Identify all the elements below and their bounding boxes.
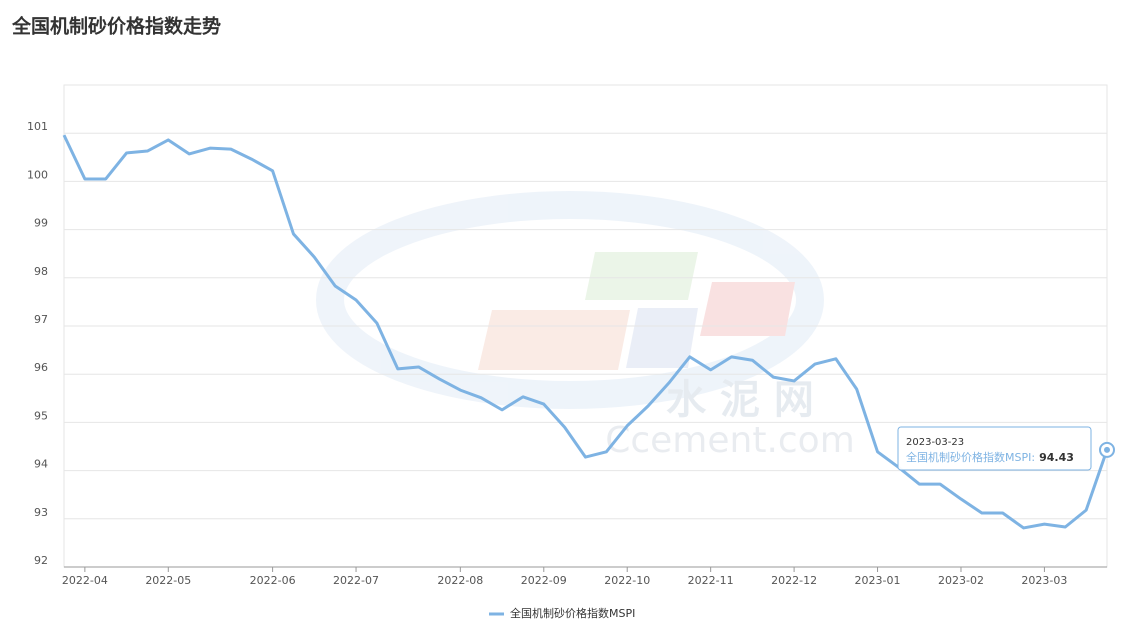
x-tick-label: 2022-08: [437, 574, 483, 587]
x-tick-label: 2022-07: [333, 574, 379, 587]
y-tick-label: 101: [27, 120, 48, 133]
series-line: [62, 134, 1109, 530]
x-tick-label: 2022-12: [771, 574, 817, 587]
watermark: 水 泥 网 Ccement.com: [316, 191, 855, 461]
tooltip-text: 全国机制砂价格指数MSPI:94.43: [906, 450, 1074, 464]
x-tick-label: 2022-11: [688, 574, 734, 587]
watermark-cn: 水 泥 网: [666, 377, 814, 423]
y-tick-label: 100: [27, 168, 48, 181]
x-tick-label: 2023-02: [938, 574, 984, 587]
x-tick-label: 2022-04: [62, 574, 108, 587]
tooltip-value: 94.43: [1039, 451, 1074, 464]
legend-label: 全国机制砂价格指数MSPI: [510, 606, 635, 620]
y-tick-label: 98: [34, 265, 48, 278]
watermark-shape: [478, 310, 630, 370]
watermark-shape: [585, 252, 698, 300]
watermark-shape: [700, 282, 795, 336]
tooltip: 2023-03-23 全国机制砂价格指数MSPI:94.43: [897, 426, 1092, 471]
y-tick-label: 95: [34, 409, 48, 422]
watermark-swoosh: [316, 191, 824, 409]
chart-title: 全国机制砂价格指数走势: [11, 15, 221, 38]
hover-point-dot: [1104, 446, 1110, 453]
y-tick-label: 93: [34, 506, 48, 519]
y-tick-label: 96: [34, 361, 48, 374]
x-tick-label: 2022-10: [604, 574, 650, 587]
tooltip-series: 全国机制砂价格指数MSPI: [906, 450, 1031, 464]
watermark-shape: [626, 308, 698, 368]
tooltip-sep: :: [1031, 451, 1035, 464]
tooltip-box: [897, 426, 1092, 471]
x-tick-label: 2023-03: [1021, 574, 1067, 587]
x-tick-label: 2022-09: [521, 574, 567, 587]
x-tick-label: 2022-06: [250, 574, 296, 587]
watermark-en: Ccement.com: [605, 420, 855, 461]
y-tick-label: 97: [34, 313, 48, 326]
x-tick-label: 2022-05: [145, 574, 191, 587]
y-tick-label: 94: [34, 458, 48, 471]
y-tick-label: 92: [34, 554, 48, 567]
y-tick-label: 99: [34, 217, 48, 230]
tooltip-date: 2023-03-23: [906, 437, 964, 448]
x-tick-label: 2023-01: [855, 574, 901, 587]
